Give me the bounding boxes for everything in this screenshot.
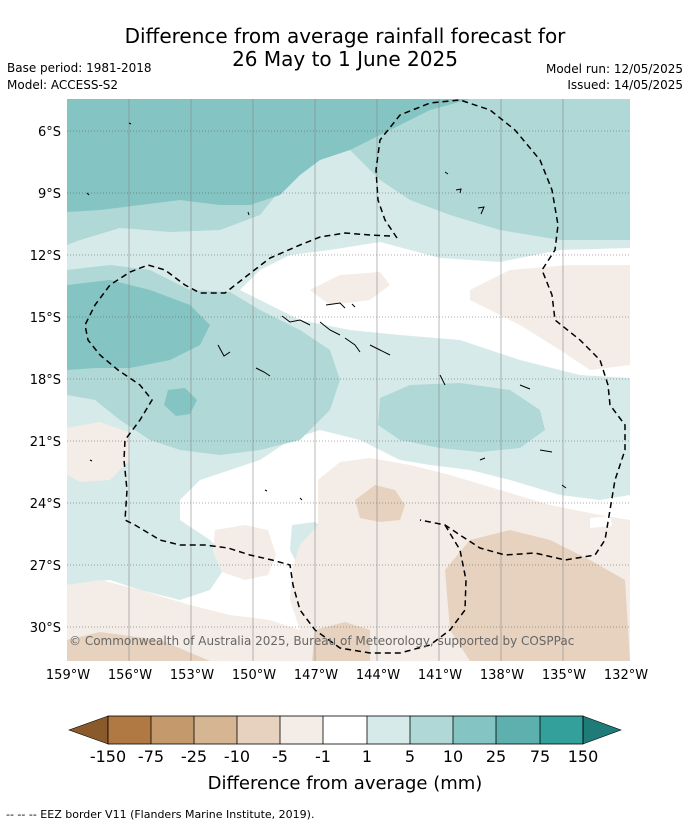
colorbar-bin	[496, 716, 540, 744]
lon-label: 153°W	[170, 668, 214, 683]
lon-label: 132°W	[604, 668, 648, 683]
lat-label: 30°S	[30, 621, 61, 636]
title-line-1: Difference from average rainfall forecas…	[124, 24, 566, 48]
colorbar-bin	[151, 716, 194, 744]
colorbar-bin	[323, 716, 367, 744]
rainfall-anomaly-map	[67, 99, 630, 661]
colorbar-tick-label: 75	[530, 747, 550, 766]
colorbar-bin	[367, 716, 410, 744]
colorbar-bin	[280, 716, 323, 744]
anomaly-region-10-to-25-west	[67, 280, 210, 370]
colorbar-tick-label: 5	[405, 747, 415, 766]
copyright-text: © Commonwealth of Australia 2025, Bureau…	[69, 634, 574, 648]
colorbar-bin	[540, 716, 583, 744]
anomaly-region-minus5-to-minus10	[355, 485, 405, 522]
lat-label: 6°S	[38, 125, 61, 140]
colorbar-tick-label: 25	[486, 747, 506, 766]
lon-label: 156°W	[108, 668, 152, 683]
lat-label: 9°S	[38, 187, 61, 202]
anomaly-region-near-average	[590, 516, 612, 528]
colorbar-bin	[108, 716, 151, 744]
lat-label: 18°S	[30, 373, 61, 388]
colorbar-left-extension	[68, 715, 109, 745]
colorbar-right-extension	[582, 715, 622, 745]
colorbar-title: Difference from average (mm)	[208, 773, 483, 794]
title-line-2: 26 May to 1 June 2025	[232, 47, 458, 71]
lat-label: 27°S	[30, 559, 61, 574]
anomaly-region-minus1-to-minus5-east	[470, 265, 630, 370]
colorbar-tick-label: 150	[568, 747, 599, 766]
colorbar-tick-label: -1	[315, 747, 331, 766]
colorbar-bin	[410, 716, 453, 744]
lon-label: 147°W	[294, 668, 338, 683]
anomaly-region-10-to-25	[67, 99, 470, 212]
lon-label: 141°W	[418, 668, 462, 683]
lon-label: 144°W	[356, 668, 400, 683]
lon-label: 135°W	[542, 668, 586, 683]
colorbar-bin	[237, 716, 280, 744]
base-period: Base period: 1981-2018	[7, 61, 152, 75]
island-outlines	[86, 122, 567, 501]
lon-label: 159°W	[46, 668, 90, 683]
lat-gridlines	[67, 130, 630, 628]
anomaly-region-minus5-to-minus10-se	[445, 530, 630, 661]
colorbar-tick-label: -75	[138, 747, 164, 766]
lat-label: 21°S	[30, 435, 61, 450]
anomaly-region-minus1-to-minus5-west	[67, 422, 130, 482]
lon-axis-labels: 159°W 156°W 153°W 150°W 147°W 144°W 141°…	[46, 668, 648, 683]
colorbar-tick-label: 1	[362, 747, 372, 766]
lat-axis-labels: 6°S 9°S 12°S 15°S 18°S 21°S 24°S 27°S 30…	[30, 125, 61, 636]
colorbar: -150 -75 -25 -10 -5 -1 1 5 10 25 75 150 …	[68, 715, 622, 794]
eez-border-legend: -- -- -- EEZ border V11 (Flanders Marine…	[6, 808, 315, 821]
anomaly-region-minus5-to-minus10-sw	[67, 632, 210, 661]
colorbar-tick-label: -25	[181, 747, 207, 766]
lat-label: 12°S	[30, 249, 61, 264]
colorbar-tick-label: 10	[443, 747, 463, 766]
colorbar-tick-label: -10	[224, 747, 250, 766]
lat-label: 24°S	[30, 497, 61, 512]
colorbar-bin	[453, 716, 496, 744]
issued-date: Issued: 14/05/2025	[567, 78, 683, 92]
anomaly-region-minus1-to-minus5	[310, 272, 390, 305]
eez-border	[84, 99, 626, 654]
lon-label: 150°W	[232, 668, 276, 683]
lon-label: 138°W	[480, 668, 524, 683]
model-name: Model: ACCESS-S2	[7, 78, 119, 92]
colorbar-tick-label: -150	[90, 747, 126, 766]
colorbar-tick-label: -5	[272, 747, 288, 766]
colorbar-bin	[194, 716, 237, 744]
lat-label: 15°S	[30, 311, 61, 326]
anomaly-region-10-to-25-spot	[164, 388, 197, 416]
anomaly-region-5-to-10-east	[378, 383, 545, 452]
model-run-date: Model run: 12/05/2025	[545, 62, 683, 76]
